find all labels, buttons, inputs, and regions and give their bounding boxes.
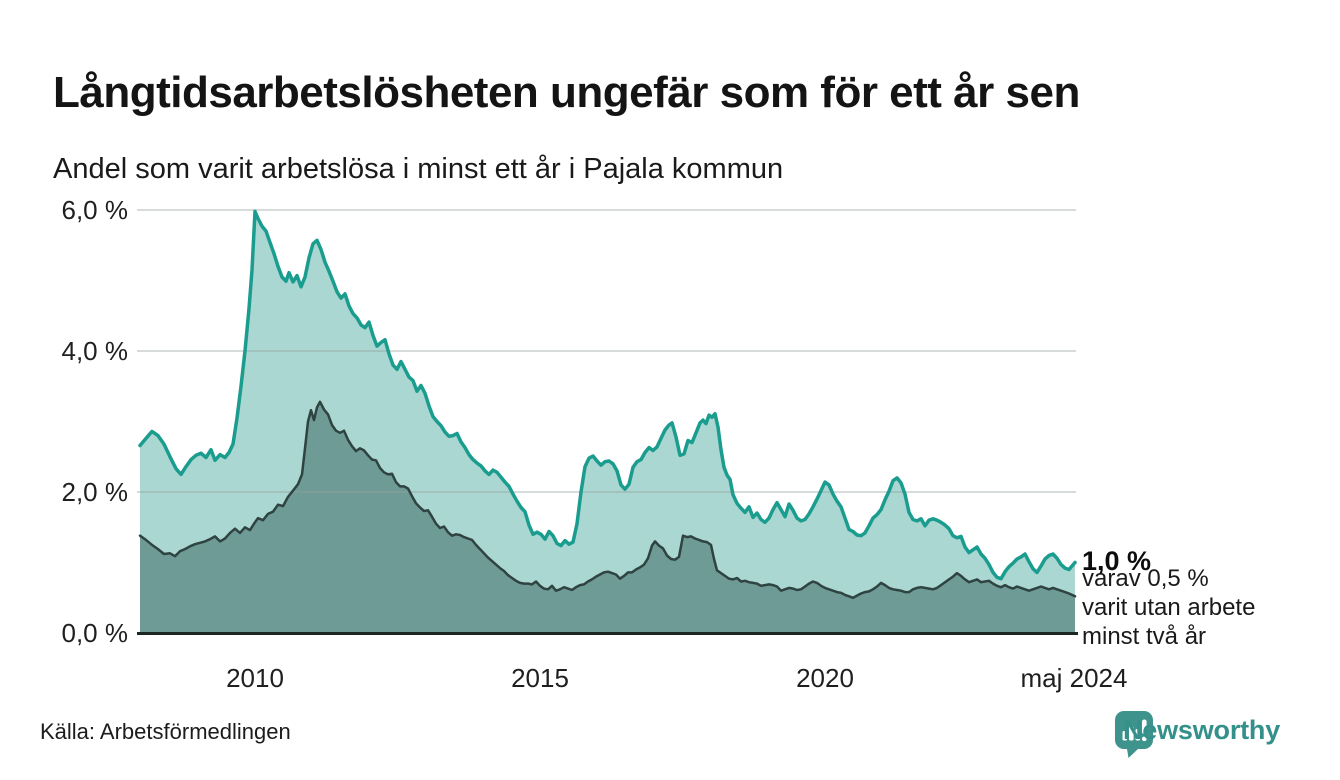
y-axis: 6,0 % 4,0 % 2,0 % 0,0 % (0, 0, 129, 780)
long-term-line (138, 209, 1077, 581)
annotation-line: varit utan arbete (1082, 594, 1256, 621)
very-long-term-area-fill (140, 401, 1075, 633)
chart-subtitle: Andel som varit arbetslösa i minst ett å… (53, 153, 784, 185)
x-tick-label: 2010 (226, 663, 284, 693)
latest-value-label: 1,0 % (1082, 546, 1152, 576)
annotation-line: minst två år (1082, 623, 1207, 650)
brand-footer: Newsworthy (1114, 710, 1280, 758)
very-long-term-line (138, 400, 1077, 600)
x-tick-label: 2015 (511, 663, 569, 693)
y-tick-label: 0,0 % (61, 618, 129, 648)
y-tick-label: 6,0 % (61, 195, 129, 225)
y-tick-label: 2,0 % (61, 477, 129, 507)
newsworthy-wordmark: Newsworthy (1123, 714, 1281, 745)
y-tick-label: 4,0 % (61, 336, 129, 366)
x-tick-label: 2020 (796, 663, 854, 693)
x-tick-label: maj 2024 (1020, 663, 1128, 693)
annotation-line: varav 0,5 % (1082, 565, 1209, 592)
page-title: Långtidsarbetslösheten ungefär som för e… (53, 68, 1080, 118)
source-note: Källa: Arbetsförmedlingen (40, 719, 291, 744)
newsworthy-logo-icon (1115, 711, 1153, 758)
gridlines (137, 209, 1076, 493)
secondary-series-annotation: varav 0,5 % varit utan arbete minst två … (1082, 564, 1255, 651)
